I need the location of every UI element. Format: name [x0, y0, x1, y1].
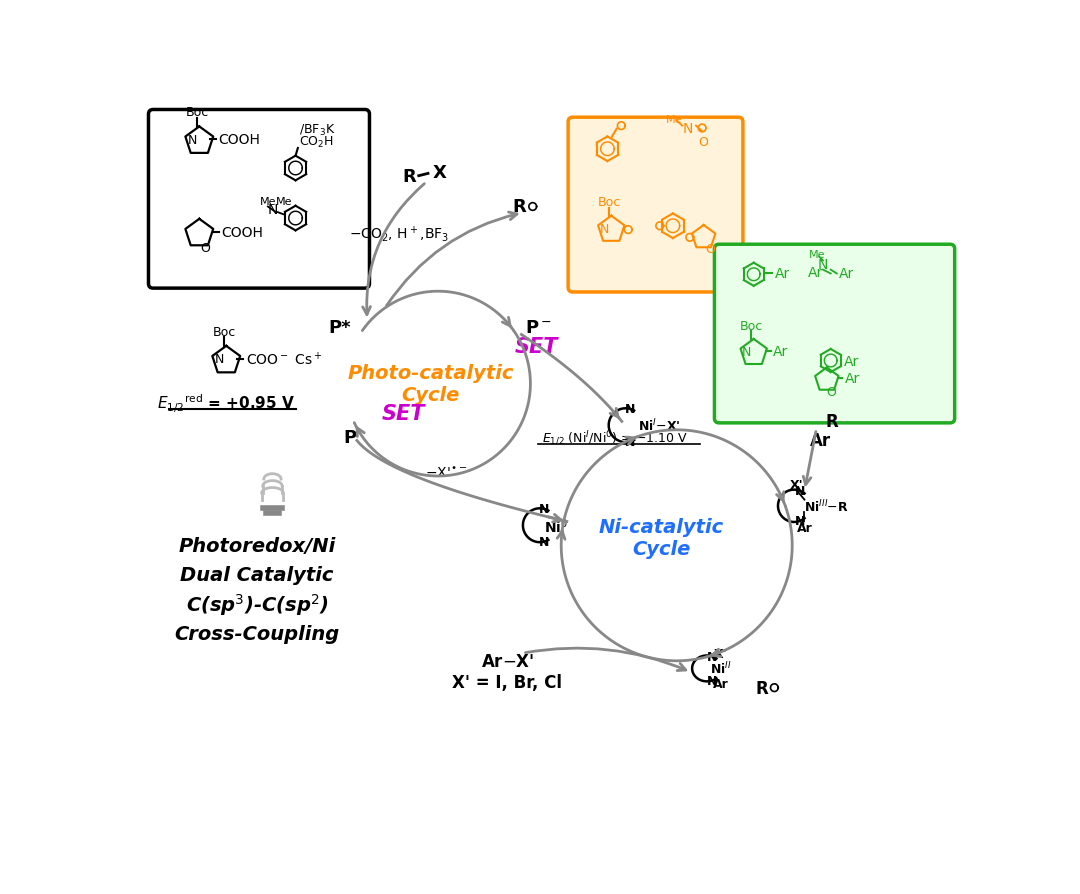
Text: O: O	[826, 385, 836, 399]
Text: $E_{1/2}$ (Ni$^I$/Ni$^0$) = $-$1.10 V: $E_{1/2}$ (Ni$^I$/Ni$^0$) = $-$1.10 V	[542, 429, 688, 447]
Text: Ni$^{III}$$-$R: Ni$^{III}$$-$R	[805, 498, 849, 515]
Text: Ni-catalytic
Cycle: Ni-catalytic Cycle	[598, 518, 724, 559]
Text: N: N	[539, 536, 550, 549]
Text: N: N	[795, 485, 805, 498]
Text: Ar: Ar	[838, 267, 853, 282]
Text: Me: Me	[275, 197, 293, 207]
Text: N: N	[742, 345, 752, 358]
FancyBboxPatch shape	[568, 118, 743, 292]
Text: N: N	[215, 353, 224, 366]
FancyBboxPatch shape	[715, 245, 955, 424]
Text: SET: SET	[381, 404, 424, 424]
Text: O: O	[705, 242, 715, 256]
Text: N: N	[706, 674, 717, 687]
Text: R: R	[755, 679, 768, 697]
Text: Dual Catalytic: Dual Catalytic	[180, 565, 334, 585]
Text: Ar: Ar	[845, 372, 860, 386]
Text: P$^-$: P$^-$	[525, 318, 552, 336]
Text: Ni$^0$: Ni$^0$	[543, 517, 568, 535]
Text: N: N	[539, 502, 550, 516]
Text: X' = I, Br, Cl: X' = I, Br, Cl	[453, 673, 563, 692]
Text: Ar: Ar	[774, 266, 789, 281]
Text: Ar: Ar	[843, 354, 859, 368]
Text: R: R	[513, 198, 527, 216]
Text: Boc: Boc	[213, 325, 235, 338]
Text: Ni$^{II}$: Ni$^{II}$	[710, 661, 731, 677]
Text: Boc: Boc	[740, 319, 762, 333]
Text: P*: P*	[328, 318, 351, 336]
Text: Ar: Ar	[808, 266, 823, 280]
Text: Me: Me	[259, 197, 276, 207]
Text: CO$_2$H: CO$_2$H	[299, 134, 334, 149]
Text: $-$X'$^{\bullet-}$: $-$X'$^{\bullet-}$	[426, 467, 468, 481]
Text: $-$CO$_2$, H$^+$,BF$_3$: $-$CO$_2$, H$^+$,BF$_3$	[350, 224, 449, 244]
Text: O: O	[699, 135, 708, 148]
Text: X': X'	[789, 478, 804, 491]
Text: Ar: Ar	[810, 432, 832, 450]
Text: N: N	[818, 258, 828, 272]
Text: Boc: Boc	[186, 106, 208, 119]
Text: COOH: COOH	[218, 132, 260, 147]
Text: /BF$_3$K: /BF$_3$K	[299, 122, 336, 138]
Text: COOH: COOH	[221, 225, 264, 240]
Text: N: N	[267, 203, 278, 216]
Text: R: R	[825, 413, 838, 431]
Text: Ar: Ar	[773, 345, 788, 358]
Text: R: R	[403, 167, 417, 185]
Text: C(sp$^3$)-C(sp$^2$): C(sp$^3$)-C(sp$^2$)	[186, 591, 328, 617]
Text: N: N	[625, 403, 635, 416]
Text: Photoredox/Ni: Photoredox/Ni	[178, 536, 336, 555]
Text: Me: Me	[809, 250, 826, 260]
Text: Ar: Ar	[713, 678, 728, 690]
Text: X': X'	[714, 646, 727, 660]
Text: Cross-Coupling: Cross-Coupling	[175, 624, 340, 643]
Text: Ar: Ar	[797, 521, 812, 535]
Text: Ar$-$X': Ar$-$X'	[481, 652, 534, 670]
Text: N: N	[625, 435, 635, 449]
Text: N: N	[599, 223, 609, 235]
Text: $E_{1/2}$$^{\mathrm{red}}$ = +0.95 V: $E_{1/2}$$^{\mathrm{red}}$ = +0.95 V	[158, 392, 295, 415]
Text: COO$^-$ Cs$^+$: COO$^-$ Cs$^+$	[245, 351, 322, 368]
Text: O: O	[201, 241, 211, 255]
Text: P: P	[343, 428, 356, 446]
Text: N: N	[188, 134, 197, 147]
Text: N: N	[706, 650, 717, 663]
FancyBboxPatch shape	[148, 110, 369, 289]
Text: SET: SET	[515, 337, 558, 357]
Text: Photo-catalytic
Cycle: Photo-catalytic Cycle	[347, 364, 513, 405]
Text: N: N	[683, 122, 693, 136]
Text: Ni$^I$$-$X': Ni$^I$$-$X'	[638, 417, 680, 434]
Text: Boc: Boc	[597, 196, 621, 208]
Text: Me: Me	[666, 114, 683, 124]
Text: N: N	[795, 515, 805, 527]
Text: X: X	[433, 164, 446, 181]
